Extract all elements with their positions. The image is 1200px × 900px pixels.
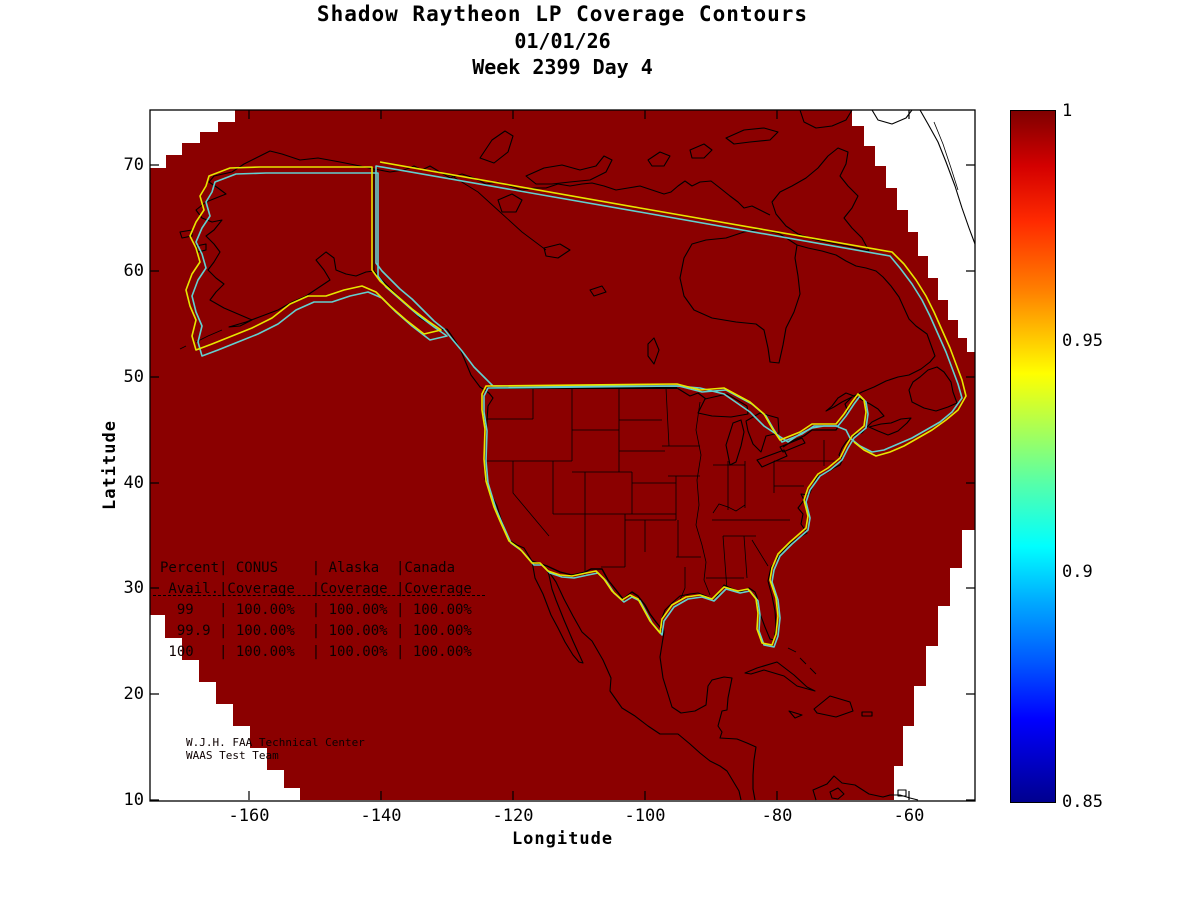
axis-ticks (150, 110, 975, 801)
credit-line1: W.J.H. FAA Technical Center (186, 736, 365, 749)
somerset-island (647, 151, 671, 167)
colorbar (1010, 110, 1056, 803)
ellesmere-island-2 (871, 110, 913, 125)
colorbar-tick-095: 0.95 (1062, 331, 1103, 351)
aleutians (179, 329, 223, 350)
nova-scotia (868, 417, 912, 436)
hudson-bay (679, 228, 801, 364)
x-tick-120: -120 (492, 806, 534, 826)
x-tick-100: -100 (624, 806, 666, 826)
x-tick-140: -140 (360, 806, 402, 826)
st-lawrence-island (179, 229, 193, 239)
x-tick-160: -160 (228, 806, 270, 826)
lake-athabasca (589, 285, 607, 297)
colorbar-tick-085: 0.85 (1062, 792, 1103, 812)
yellow-contours (185, 161, 967, 646)
availability-table-row-100: 100 | 100.00% | 100.00% | 100.00% (160, 644, 472, 660)
lake-huron (745, 412, 780, 453)
alaska-contour-yellow (185, 166, 442, 351)
conus-contour-yellow (481, 383, 867, 646)
alaska-contour-cyan (191, 172, 448, 357)
us-mexico-border (531, 560, 665, 633)
lake-erie (756, 449, 788, 468)
y-tick-30: 30 (123, 578, 144, 598)
devon-island (725, 127, 779, 145)
puerto-rico (861, 711, 873, 717)
y-tick-40: 40 (123, 473, 144, 493)
newfoundland (908, 366, 958, 412)
greenland-coast-inner (933, 121, 959, 191)
lake-winnipeg (647, 337, 660, 365)
chart-date: 01/01/26 (514, 29, 611, 53)
y-tick-50: 50 (123, 367, 144, 387)
x-tick-80: -80 (761, 806, 793, 826)
hispaniola (813, 695, 854, 718)
coverage-region (150, 110, 975, 800)
border-lakes-east (676, 387, 853, 448)
y-tick-20: 20 (123, 684, 144, 704)
bahamas (787, 647, 817, 675)
state-borders (485, 387, 838, 601)
lake-ontario (779, 437, 806, 453)
conus-contour-cyan (483, 385, 869, 648)
x-tick-60: -60 (893, 806, 925, 826)
greenland-coast (919, 110, 975, 245)
trinidad (897, 789, 907, 797)
cyan-contours (191, 165, 963, 648)
y-tick-60: 60 (123, 261, 144, 281)
plot-border (149, 109, 976, 802)
coastlines (179, 110, 975, 801)
prince-of-wales-island (689, 143, 713, 159)
mackenzie-river (429, 169, 547, 251)
great-bear-lake (497, 193, 523, 213)
alaska-coast (195, 150, 448, 331)
colorbar-tick-1: 1 (1062, 101, 1073, 121)
arctic-mainland-coast (373, 165, 771, 216)
availability-table-header1: Percent| CONUS | Alaska |Canada (160, 560, 456, 576)
chart-title: Shadow Raytheon LP Coverage Contours (316, 2, 809, 26)
lake-maracaibo (829, 787, 845, 800)
availability-table-row-99: 99 | 100.00% | 100.00% | 100.00% (160, 602, 472, 618)
credit-line2: WAAS Test Team (186, 749, 279, 762)
victoria-island (525, 155, 613, 185)
cuba (744, 661, 816, 692)
canada-contour-yellow (379, 161, 967, 457)
ellesmere-island (799, 110, 853, 129)
x-axis-label: Longitude (511, 829, 614, 849)
colorbar-tick-09: 0.9 (1062, 562, 1093, 582)
availability-table-row-99-9: 99.9 | 100.00% | 100.00% | 100.00% (160, 623, 472, 639)
jamaica (788, 710, 803, 719)
banks-island (479, 130, 514, 164)
y-axis-label: Latitude (100, 420, 120, 510)
pacific-coast (446, 328, 742, 801)
y-tick-70: 70 (123, 155, 144, 175)
great-slave-lake (543, 243, 571, 259)
y-tick-10: 10 (123, 790, 144, 810)
availability-table-header2: Avail.|Coverage |Coverage |Coverage (160, 581, 472, 597)
availability-table-separator (153, 595, 485, 596)
baffin-island (771, 147, 870, 252)
lake-michigan (725, 419, 745, 466)
chart-week-day: Week 2399 Day 4 (472, 55, 653, 79)
yucatan-central-america (659, 631, 757, 801)
